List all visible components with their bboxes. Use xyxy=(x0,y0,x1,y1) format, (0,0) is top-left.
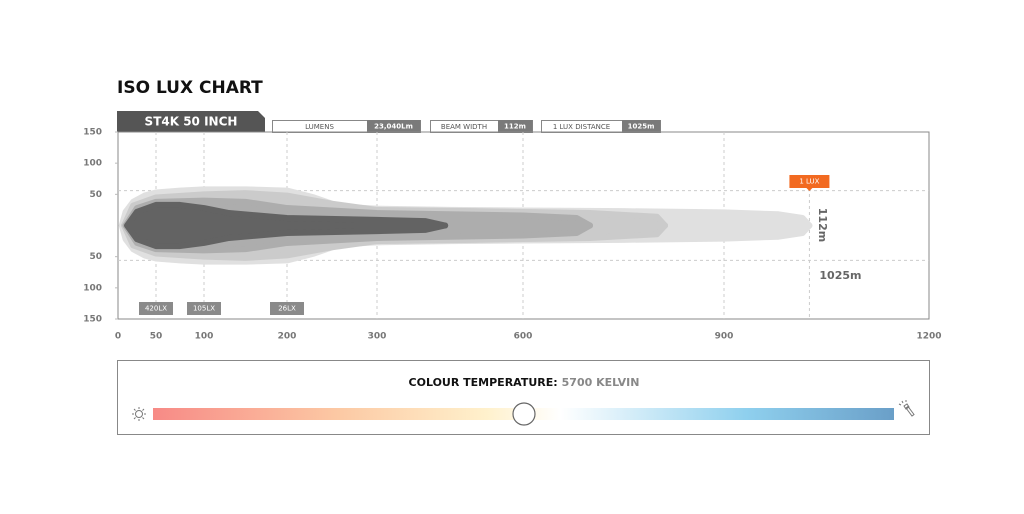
lux-flag-label: 1 LUX xyxy=(799,178,819,186)
y-tick-label: 50 xyxy=(89,252,102,262)
x-tick-label: 300 xyxy=(368,332,387,342)
x-tick-label: 900 xyxy=(715,332,734,342)
stat-label: BEAM WIDTH xyxy=(441,123,487,131)
stat-value: 23,040Lm xyxy=(374,123,413,131)
stat-label: 1 LUX DISTANCE xyxy=(553,123,610,131)
colour-label: COLOUR TEMPERATURE: xyxy=(409,376,558,389)
beam-contour xyxy=(124,222,449,250)
stat-value: 112m xyxy=(504,123,526,131)
x-tick-label: 1200 xyxy=(916,332,941,342)
colour-value: 5700 KELVIN xyxy=(562,376,640,389)
lux-marker xyxy=(139,302,173,315)
y-tick-label: 100 xyxy=(83,159,102,169)
model-name: ST4K 50 INCH xyxy=(145,115,238,129)
y-tick-label: 100 xyxy=(83,283,102,293)
x-tick-label: 200 xyxy=(278,332,297,342)
torch-icon xyxy=(898,400,915,417)
lux-flag xyxy=(789,175,830,191)
model-tab xyxy=(117,111,265,132)
y-tick-label: 150 xyxy=(83,315,102,325)
stat-value-bg xyxy=(622,120,661,133)
lux-marker xyxy=(187,302,221,315)
sun-icon xyxy=(132,407,146,421)
x-tick-label: 0 xyxy=(115,332,121,342)
colour-knob[interactable] xyxy=(512,402,536,426)
chart-title: ISO LUX CHART xyxy=(117,78,263,98)
stat-label: LUMENS xyxy=(305,123,334,131)
stat-value-bg xyxy=(367,120,421,133)
y-tick-label: 150 xyxy=(83,128,102,138)
stat-value: 1025m xyxy=(628,123,655,131)
y-tick-label: 50 xyxy=(89,190,102,200)
lux-marker-label: 420LX xyxy=(145,305,167,313)
lux-marker-label: 105LX xyxy=(193,305,215,313)
lux-marker-label: 26LX xyxy=(278,305,296,313)
lux-marker xyxy=(270,302,304,315)
x-tick-label: 100 xyxy=(195,332,214,342)
x-tick-label: 50 xyxy=(150,332,163,342)
distance-label: 1025m xyxy=(819,269,861,282)
stat-value-bg xyxy=(498,120,533,133)
beam-width-label: 112m xyxy=(816,208,829,242)
x-tick-label: 600 xyxy=(514,332,533,342)
